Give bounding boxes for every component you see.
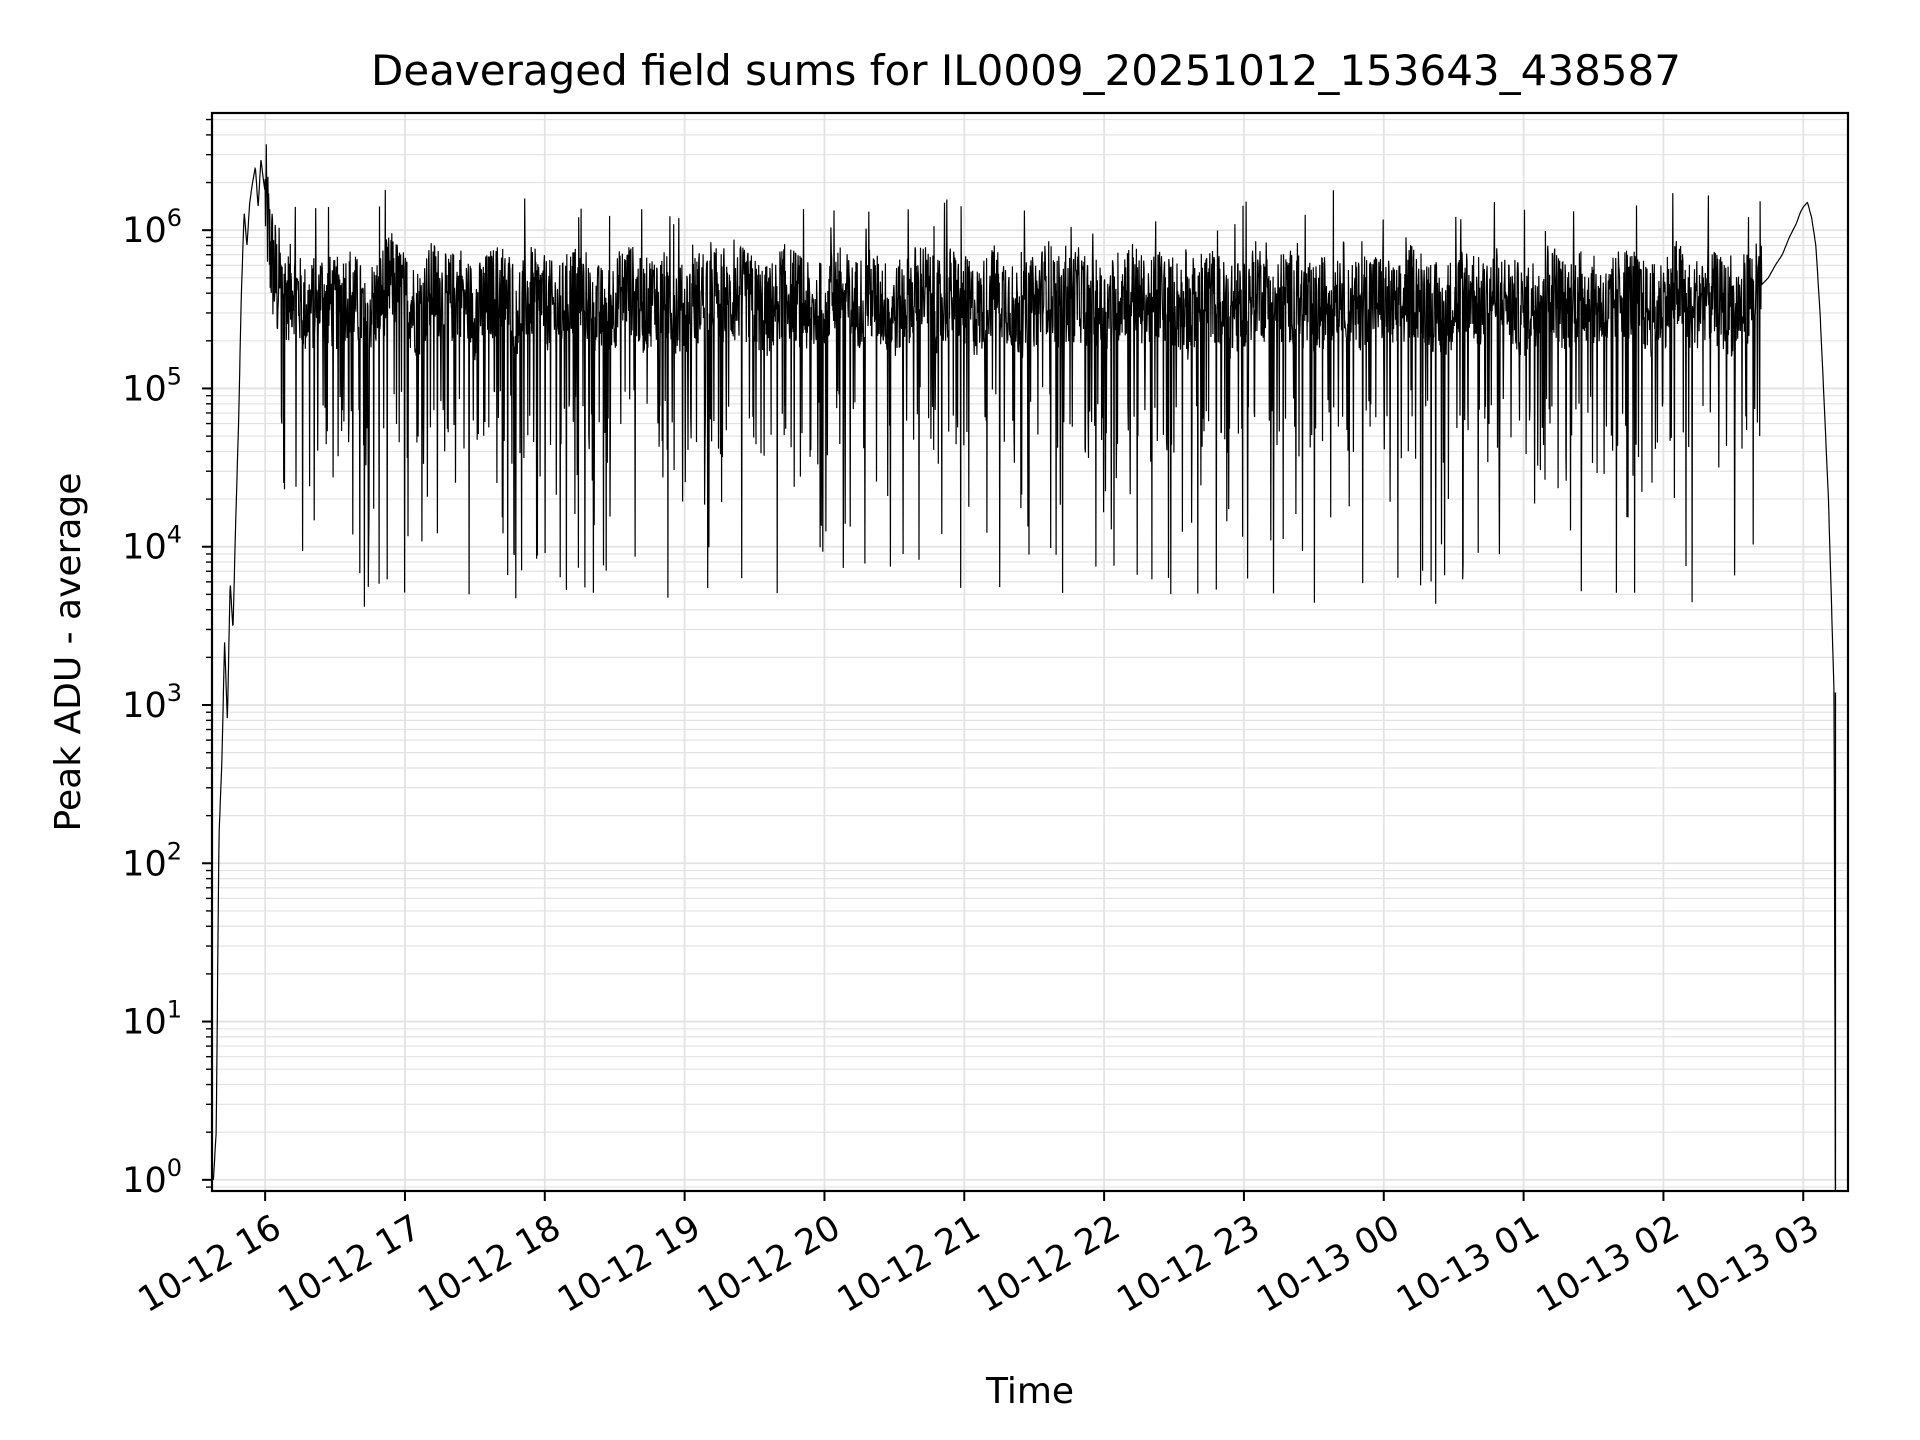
y-tick-label: 100 — [122, 1154, 182, 1201]
series-line — [212, 144, 1836, 1180]
chart-title: Deaveraged field sums for IL0009_2025101… — [371, 46, 1681, 95]
y-tick-label: 102 — [122, 837, 182, 884]
y-tick-label: 101 — [122, 996, 182, 1043]
y-axis-label: Peak ADU - average — [48, 473, 89, 832]
y-tick-label: 104 — [122, 521, 182, 568]
y-axis: 100 101 102 103 104 105 106 — [122, 118, 212, 1201]
plot-frame — [210, 111, 1850, 1193]
y-tick-label: 106 — [122, 204, 182, 251]
y-tick-label: 105 — [122, 362, 182, 409]
x-axis-label: Time — [985, 1371, 1074, 1412]
grid — [212, 113, 1848, 1191]
y-tick-label: 103 — [122, 679, 182, 726]
data-series — [212, 144, 1837, 1191]
